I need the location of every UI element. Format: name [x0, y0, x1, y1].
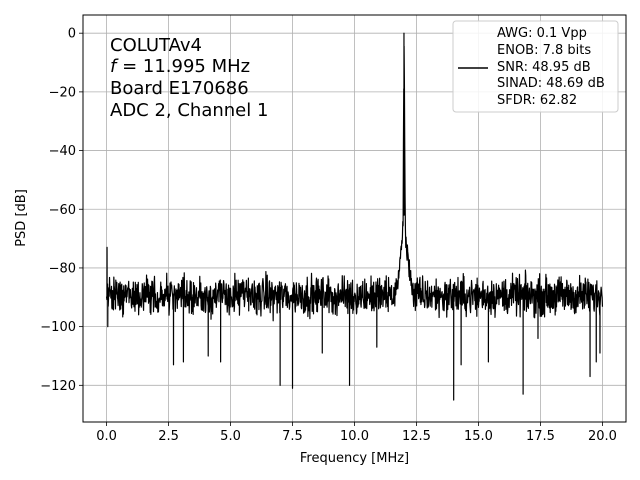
y-tick-label: −20 [49, 85, 76, 100]
x-tick-label: 7.5 [282, 429, 303, 444]
y-tick-label: −60 [49, 203, 76, 218]
legend-entry-snr: SNR: 48.95 dB [497, 60, 591, 75]
frequency-value: = 11.995 MHz [116, 56, 250, 77]
legend: AWG: 0.1 Vpp ENOB: 7.8 bits SNR: 48.95 d… [452, 20, 619, 113]
data-layer [105, 32, 604, 401]
x-axis-ticks: 0.0 2.5 5.0 7.5 10.0 12.5 15.0 17.5 20.0 [96, 422, 617, 444]
x-tick-label: 15.0 [464, 429, 493, 444]
x-tick-label: 5.0 [220, 429, 241, 444]
legend-entry-sinad: SINAD: 48.69 dB [497, 76, 605, 91]
x-tick-label: 0.0 [96, 429, 117, 444]
annotation-adc-channel: ADC 2, Channel 1 [110, 100, 268, 121]
legend-entry-enob: ENOB: 7.8 bits [497, 43, 591, 58]
annotation-board: Board E170686 [110, 78, 249, 99]
y-tick-label: 0 [68, 27, 76, 42]
y-tick-label: −40 [49, 144, 76, 159]
annotation-block: COLUTAv4 f = 11.995 MHz Board E170686 AD… [110, 35, 268, 121]
y-tick-label: −100 [40, 320, 76, 335]
annotation-frequency: f = 11.995 MHz [110, 56, 250, 77]
y-axis-ticks: 0 −20 −40 −60 −80 −100 −120 [40, 27, 83, 394]
y-tick-label: −120 [40, 379, 76, 394]
x-tick-label: 17.5 [526, 429, 555, 444]
x-axis-label: Frequency [MHz] [300, 451, 409, 466]
x-tick-label: 2.5 [158, 429, 179, 444]
legend-entry-sfdr: SFDR: 62.82 [497, 93, 577, 108]
annotation-device: COLUTAv4 [110, 35, 202, 56]
x-tick-label: 12.5 [402, 429, 431, 444]
legend-box [452, 20, 619, 113]
psd-series-line [105, 32, 604, 401]
y-axis-label: PSD [dB] [14, 189, 29, 247]
x-tick-label: 20.0 [588, 429, 617, 444]
frequency-symbol: f [110, 56, 119, 77]
y-tick-label: −80 [49, 261, 76, 276]
x-tick-label: 10.0 [340, 429, 369, 444]
legend-entry-awg: AWG: 0.1 Vpp [497, 26, 587, 41]
